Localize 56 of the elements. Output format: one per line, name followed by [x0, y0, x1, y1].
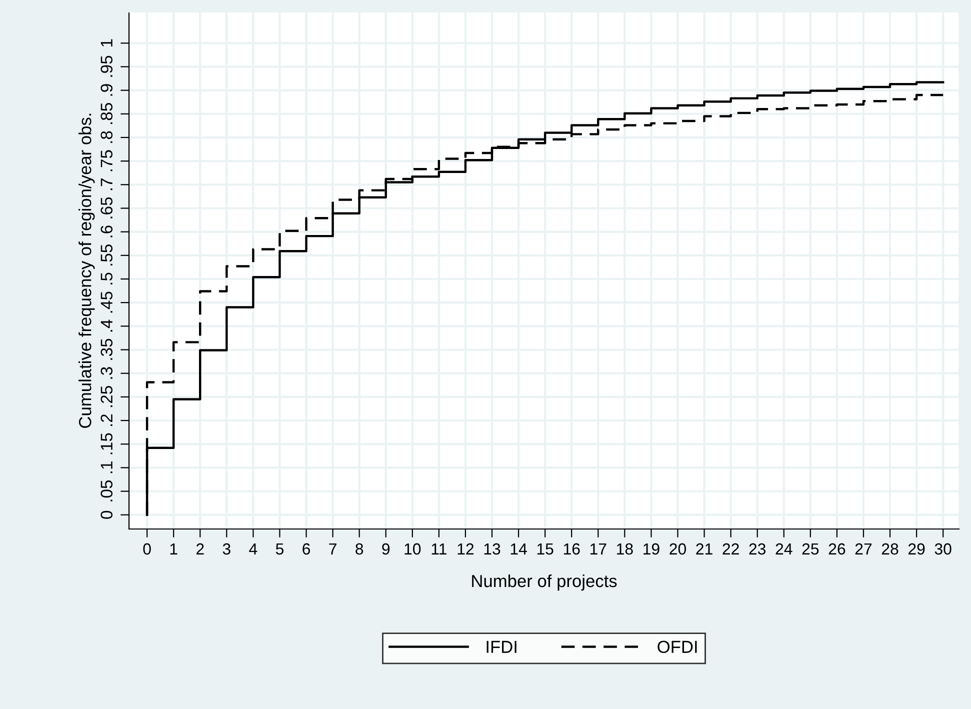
x-tick-label: 17	[590, 543, 606, 554]
x-tick-label: 20	[670, 543, 686, 555]
y-tick-label: .8	[100, 131, 113, 143]
x-tick-label: 0	[143, 543, 151, 555]
x-tick-label: 25	[802, 543, 819, 555]
y-tick-label: .9	[100, 84, 113, 96]
x-tick-label: 10	[404, 543, 421, 555]
x-tick-label: 5	[276, 543, 284, 555]
x-tick-label: 24	[776, 543, 792, 554]
y-tick-label: .3	[100, 367, 113, 379]
x-axis-title: Number of projects	[472, 574, 617, 591]
y-tick-label: .4	[100, 320, 112, 332]
x-tick-label: 29	[908, 543, 925, 555]
y-tick-label: .35	[100, 338, 113, 360]
y-tick-label: .95	[100, 56, 113, 77]
x-tick-label: 8	[356, 543, 364, 555]
y-tick-label: .25	[100, 386, 113, 407]
y-tick-label: .1	[100, 462, 112, 474]
x-tick-label: 13	[484, 543, 500, 555]
x-tick-label: 19	[644, 543, 660, 555]
x-tick-label: 27	[855, 543, 872, 554]
y-tick-label: .45	[100, 292, 113, 313]
y-tick-label: 1	[100, 39, 112, 46]
x-tick-label: 9	[382, 543, 390, 555]
x-tick-label: 26	[828, 543, 846, 555]
y-tick-label: .85	[100, 103, 113, 124]
x-tick-label: 23	[749, 543, 766, 555]
x-tick-label: 1	[170, 543, 178, 554]
y-tick-label: .7	[100, 178, 112, 190]
x-tick-label: 3	[222, 543, 230, 555]
y-tick-label: .05	[100, 480, 113, 502]
x-tick-label: 6	[302, 543, 310, 555]
y-tick-label: .75	[100, 150, 113, 172]
y-axis-title: Cumulative frequency of region/year obs.	[78, 114, 95, 428]
x-tick-label: 18	[617, 543, 633, 555]
x-tick-label: 4	[249, 543, 258, 554]
x-tick-label: 14	[510, 543, 527, 554]
legend-label: IFDI	[486, 640, 516, 653]
y-tick-label: .5	[100, 272, 113, 284]
x-tick-label: 16	[564, 543, 580, 555]
x-tick-label: 22	[722, 543, 739, 554]
x-tick-label: 11	[432, 543, 446, 554]
x-tick-label: 21	[696, 543, 712, 554]
x-tick-label: 15	[537, 543, 554, 555]
y-tick-label: 0	[100, 510, 113, 519]
legend-label: OFDI	[658, 640, 697, 654]
x-tick-label: 2	[196, 543, 204, 554]
y-tick-label: .15	[100, 433, 113, 454]
x-tick-label: 30	[934, 543, 952, 555]
y-tick-label: .65	[100, 197, 113, 218]
x-tick-label: 12	[458, 543, 474, 554]
x-tick-label: 28	[882, 543, 898, 555]
y-tick-label: .55	[100, 244, 113, 266]
y-tick-label: .2	[100, 414, 112, 426]
y-tick-label: .6	[100, 226, 113, 238]
x-tick-label: 7	[329, 543, 336, 554]
